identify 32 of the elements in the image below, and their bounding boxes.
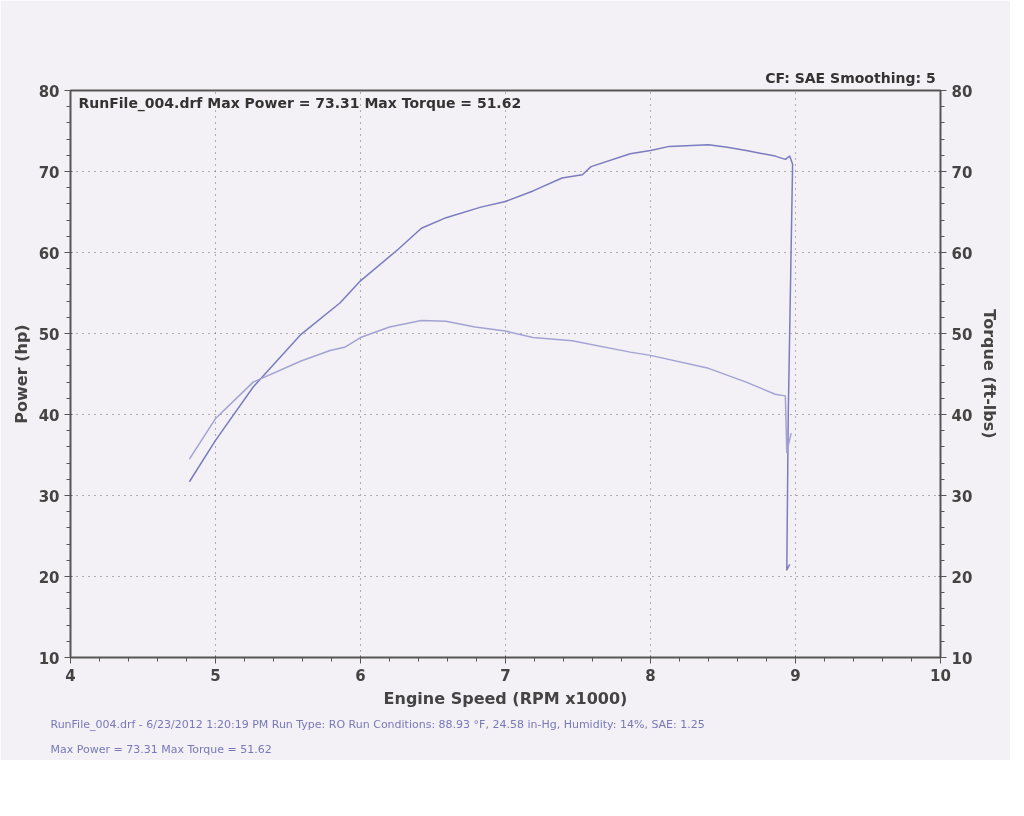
- y2-tick-label: 10: [951, 649, 973, 668]
- text: Max Power = 73.31 Max Torque = 51.62: [50, 742, 272, 756]
- x-tick-label: 9: [790, 666, 801, 685]
- x-tick-label: 6: [355, 666, 366, 685]
- x-tick-label: 5: [210, 666, 221, 685]
- y-tick-label: 10: [38, 649, 60, 668]
- x-tick-label: 10: [930, 666, 951, 685]
- y-tick-label: 50: [38, 325, 60, 344]
- y2-tick-label: 60: [951, 244, 973, 263]
- text: CF: SAE Smoothing: 5: [765, 69, 936, 86]
- x-axis-title: Engine Speed (RPM x1000): [383, 688, 628, 708]
- line-series: [188, 319, 792, 460]
- annotation: RunFile_004.drf Max Power = 73.31 Max Torque = 51.62: [78, 94, 522, 112]
- y2-tick-label: 30: [951, 487, 973, 506]
- x-tick-label: 4: [65, 666, 76, 685]
- line-series: [188, 144, 794, 571]
- y-tick-label: 30: [38, 487, 60, 506]
- text: RunFile_004.drf - 6/23/2012 1:20:19 PM Run Type: RO Run Conditions: 88.93 °F, 24.58 in-Hg, Humidity: 14%, SAE: 1.25: [50, 717, 705, 731]
- y-tick-label: 20: [38, 568, 60, 587]
- y2-tick-label: 70: [951, 163, 973, 182]
- y-tick-label: 80: [38, 82, 60, 101]
- y-tick-label: 70: [38, 163, 60, 182]
- x-tick-label: 8: [645, 666, 656, 685]
- x-tick-label: 7: [500, 666, 511, 685]
- y2-tick-label: 50: [951, 325, 973, 344]
- y2-tick-label: 80: [951, 82, 973, 101]
- y-tick-label: 40: [38, 406, 60, 425]
- y2-axis-title: Torque (ft-lbs): [980, 309, 1000, 439]
- y2-tick-label: 20: [951, 568, 973, 587]
- y-tick-label: 60: [38, 244, 60, 263]
- y2-tick-label: 40: [951, 406, 973, 425]
- y-axis-title: Power (hp): [11, 324, 31, 424]
